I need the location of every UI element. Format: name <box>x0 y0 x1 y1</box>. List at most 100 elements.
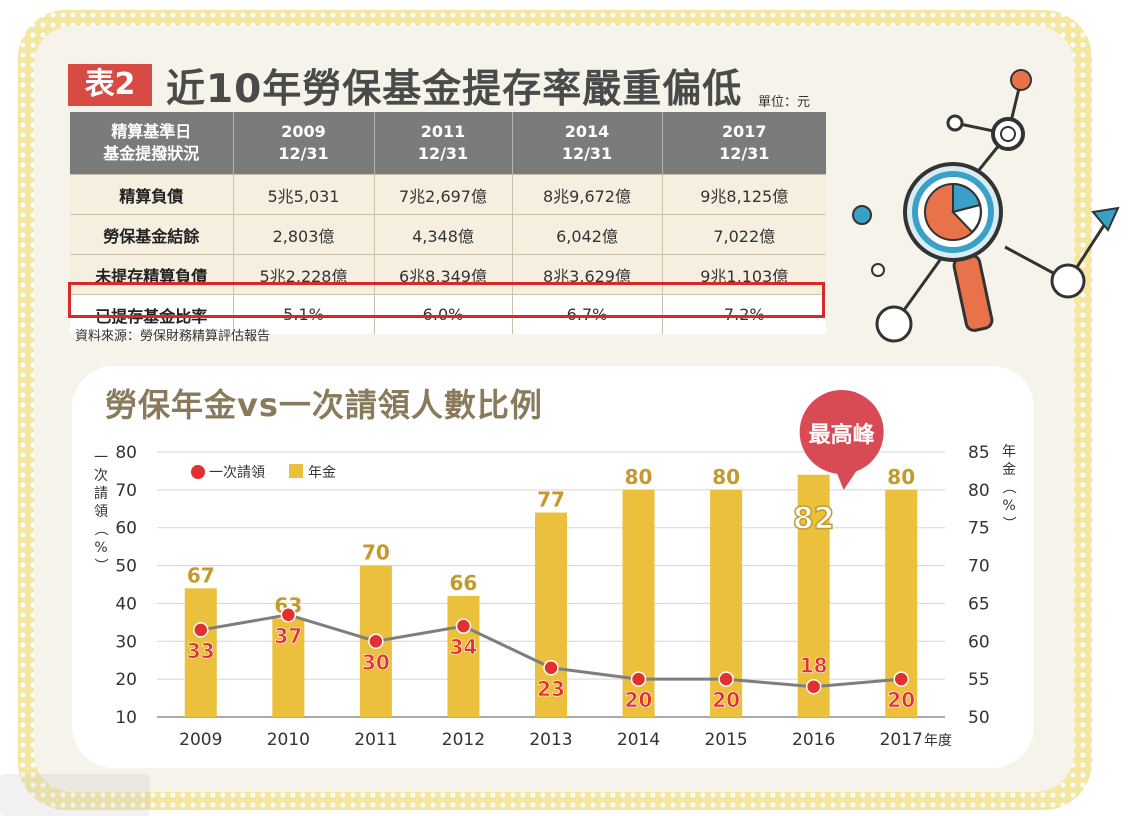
y-left-tick-label: 20 <box>115 670 137 690</box>
x-tick-label: 2013 <box>529 730 572 750</box>
header-2011: 2011 12/31 <box>374 112 513 175</box>
bar-value-label: 67 <box>187 563 215 587</box>
callout-label: 最高峰 <box>809 422 876 448</box>
line-value-label: 23 <box>537 677 565 701</box>
bar-value-label: 80 <box>712 465 740 489</box>
y-left-tick-label: 10 <box>115 708 137 728</box>
axis-label-char: ） <box>1000 516 1016 530</box>
axis-label-char: % <box>94 540 107 556</box>
axis-label-char: （ <box>1000 480 1016 494</box>
chart-title: 勞保年金vs一次請領人數比例 <box>105 386 543 424</box>
line-value-label: 33 <box>187 639 215 663</box>
highlight-box <box>68 282 825 318</box>
table-cell: 4,348億 <box>374 214 513 255</box>
y-right-tick-label: 65 <box>968 594 990 614</box>
x-tick-label: 2011 <box>354 730 397 750</box>
y-left-tick-label: 50 <box>115 557 137 577</box>
node-icon <box>875 305 913 343</box>
axis-label-char: 請 <box>94 486 108 502</box>
x-tick-label: 2015 <box>704 730 747 750</box>
bar-2009 <box>184 588 217 717</box>
magnifier-handle <box>952 254 994 332</box>
table-cell: 6,042億 <box>512 214 663 255</box>
source-note: 資料來源：勞保財務精算評估報告 <box>75 329 271 344</box>
y-right-tick-label: 85 <box>968 443 990 463</box>
y-left-tick-label: 70 <box>115 481 137 501</box>
y-left-tick-label: 40 <box>115 594 137 614</box>
header-date: 12/31 <box>561 144 613 163</box>
y-right-tick-label: 75 <box>968 519 990 539</box>
table-row: 勞保基金結餘 2,803億 4,348億 6,042億 7,022億 <box>70 214 826 255</box>
header-2009: 2009 12/31 <box>233 112 375 175</box>
table-cell: 2,803億 <box>233 214 375 255</box>
axis-label-char: （ <box>92 522 108 536</box>
table-cell: 7,022億 <box>662 214 826 255</box>
legend-swatch-bar <box>289 464 303 478</box>
header-label-line1: 精算基準日 <box>111 122 192 141</box>
triangle-icon <box>1091 206 1120 232</box>
line-point-2017 <box>893 671 909 687</box>
header-date: 12/31 <box>417 144 469 163</box>
watermark <box>0 774 150 816</box>
line-point-2013 <box>543 660 559 676</box>
unit-label: 單位：元 <box>758 95 811 110</box>
table-row: 未提存精算負債 5兆2,228億 6兆8,349億 8兆3,629億 9兆1,1… <box>70 254 826 295</box>
line-point-2014 <box>630 671 647 687</box>
table-cell: 6兆8,349億 <box>374 254 513 295</box>
line-value-label: 30 <box>362 650 390 674</box>
table-row-highlighted: 已提存基金比率 5.1% 6.0% 6.7% 7.2% <box>70 294 826 334</box>
line-value-label: 20 <box>887 688 915 712</box>
header-label-cell: 精算基準日 基金提撥狀況 <box>70 112 234 175</box>
x-axis-label: 年度 <box>924 733 952 749</box>
bar-value-label: 77 <box>537 488 565 512</box>
row-label: 未提存精算負債 <box>70 254 234 295</box>
line-value-label: 18 <box>800 654 828 678</box>
axis-label-char: 領 <box>94 503 108 520</box>
bar-2012 <box>447 595 480 717</box>
y-right-tick-label: 55 <box>968 670 990 690</box>
node-icon <box>852 205 872 225</box>
x-tick-label: 2016 <box>792 730 835 750</box>
y-left-axis-label: 一次請領 （% ） <box>92 450 108 572</box>
table-row: 精算負債 5兆5,031 7兆2,697億 8兆9,672億 9兆8,125億 <box>70 174 826 215</box>
table-cell: 7兆2,697億 <box>374 174 513 215</box>
x-tick-label: 2009 <box>179 730 222 750</box>
fund-table: 精算基準日 基金提撥狀況 2009 12/31 2011 12/31 2014 12/… <box>70 112 826 334</box>
callout-pointer <box>835 466 860 490</box>
x-tick-label: 2010 <box>267 730 310 750</box>
table-cell: 9兆1,103億 <box>662 254 826 295</box>
line-value-label: 37 <box>274 624 302 648</box>
y-right-tick-label: 60 <box>968 632 990 652</box>
legend-label: 年金 <box>308 465 336 481</box>
bar-value-label: 80 <box>887 465 915 489</box>
y-left-tick-label: 60 <box>115 519 137 539</box>
bar-2010 <box>272 618 305 717</box>
bar-2016 <box>797 474 830 717</box>
y-right-tick-label: 80 <box>968 481 990 501</box>
table-cell: 5兆2,228億 <box>233 254 375 295</box>
axis-label-char: 次 <box>94 468 108 484</box>
table-badge: 表2 <box>68 64 152 106</box>
node-icon <box>1050 263 1086 299</box>
table-cell: 5.1% <box>233 294 375 334</box>
bar-value-label: 80 <box>625 465 653 489</box>
table-cell: 6.7% <box>512 294 663 334</box>
bar-value-label: 82 <box>793 502 835 537</box>
table-cell: 5兆5,031 <box>233 174 375 215</box>
y-left-tick-label: 80 <box>115 443 137 463</box>
line-point-2016 <box>805 678 822 695</box>
node-icon <box>871 263 885 277</box>
header-label-line2: 基金提撥狀況 <box>103 144 200 163</box>
bar-value-label: 70 <box>362 541 390 565</box>
axis-label-char: 一 <box>94 450 108 466</box>
header-date: 12/31 <box>719 144 770 163</box>
line-value-label: 34 <box>450 635 478 659</box>
x-tick-label: 2012 <box>442 730 485 750</box>
header-2014: 2014 12/31 <box>512 112 663 175</box>
header-year: 2017 <box>721 122 767 141</box>
node-icon <box>1010 69 1032 91</box>
line-point-2011 <box>368 633 384 650</box>
row-label: 已提存基金比率 <box>70 294 234 334</box>
y-right-tick-label: 50 <box>968 708 990 728</box>
table-cell: 9兆8,125億 <box>662 174 826 215</box>
